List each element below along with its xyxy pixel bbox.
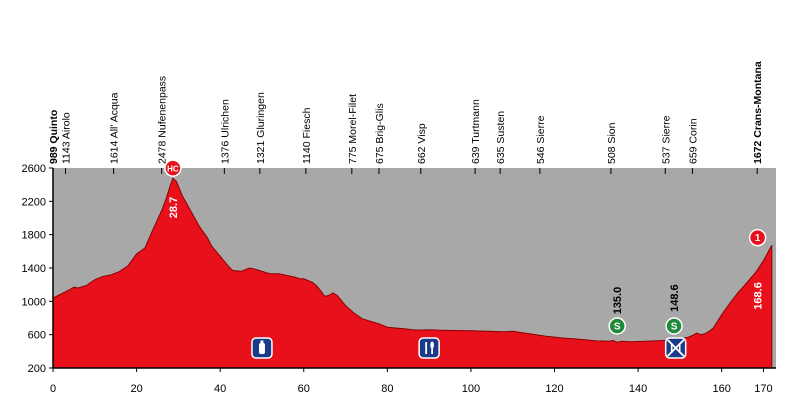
water-bottle-icon: [251, 337, 273, 359]
no-feed-zone-icon: [664, 337, 687, 359]
x-tick-label: 120: [545, 383, 563, 395]
x-tick-label: 0: [50, 383, 56, 395]
y-tick-label: 200: [28, 363, 46, 375]
climb-hc-badge: [164, 159, 182, 177]
x-tick-label: 20: [130, 383, 142, 395]
feed-zone-icon: [418, 337, 440, 359]
place-label: 989 Quinto: [48, 110, 60, 164]
sprint-badge: [665, 317, 683, 335]
km-marker-label: 168.6: [753, 282, 765, 310]
place-label: 537 Sierre: [660, 115, 672, 164]
place-label: 1321 Gluringen: [255, 92, 267, 164]
place-label: 546 Sierre: [535, 115, 547, 164]
x-tick-label: 40: [214, 383, 226, 395]
climb-1-badge-text: 1: [755, 233, 761, 244]
elevation-profile-area: [52, 177, 773, 369]
sprint-badge-text: S: [671, 322, 678, 333]
km-marker-label: 148.6: [669, 284, 681, 312]
y-tick-label: 2200: [22, 196, 46, 208]
place-label: 1143 Airolo: [61, 112, 73, 164]
place-label: 659 Corin: [687, 118, 699, 164]
sprint-badge-text: S: [614, 322, 621, 333]
place-label: 1376 Ulrichen: [219, 99, 231, 164]
km-marker-label: 135.0: [612, 287, 624, 315]
km-markers-layer: 28.7 135.0 148.6 168.6: [168, 197, 765, 315]
place-label: 508 Sion: [606, 122, 618, 164]
place-label: 775 Morel-Filet: [347, 94, 359, 164]
place-label: 1614 All' Acqua: [109, 92, 121, 164]
place-label: 1672 Crans-Montana: [752, 61, 764, 164]
x-tick-label: 160: [712, 383, 730, 395]
x-tick-label: 140: [629, 383, 647, 395]
climb-1-badge: [748, 228, 767, 247]
y-tick-label: 1800: [22, 230, 46, 242]
place-label: 675 Brig-Glis: [374, 103, 386, 164]
places-layer: 989 Quinto 1143 Airolo 1614 All' Acqua 2478…: [48, 61, 764, 174]
x-tick-label: 60: [298, 383, 310, 395]
service-icons-layer: [251, 337, 687, 359]
place-label: 2478 Nufenenpass: [157, 76, 169, 164]
place-label: 1140 Fiesch: [301, 107, 313, 164]
place-label: 639 Turtmann: [470, 99, 482, 164]
x-tick-label: 80: [381, 383, 393, 395]
place-label: 635 Susten: [495, 111, 507, 164]
sprint-badge: [608, 317, 626, 335]
x-tick-label: 100: [462, 383, 480, 395]
km-marker-label: 28.7: [168, 197, 180, 218]
y-tick-label: 1400: [22, 263, 46, 275]
x-tick-label: 170: [754, 383, 772, 395]
climb-hc-badge-text: HC: [167, 165, 179, 174]
place-label: 662 Visp: [416, 123, 428, 164]
y-tick-label: 600: [28, 330, 46, 342]
profile-layer: [52, 177, 773, 369]
y-tick-label: 1000: [22, 296, 46, 308]
y-tick-label: 2600: [22, 163, 46, 175]
badges-layer: HC S S 1: [164, 159, 767, 335]
